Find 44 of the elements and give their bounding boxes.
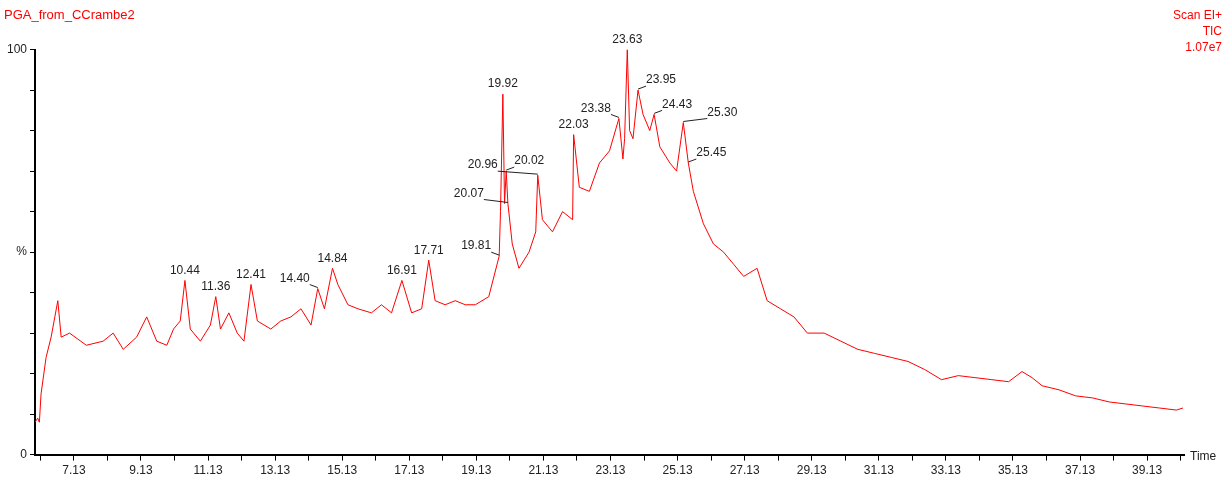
annotation: 17.71 bbox=[413, 242, 445, 257]
annotation: 20.07 bbox=[453, 185, 485, 200]
annotation: 25.30 bbox=[707, 104, 738, 119]
x-tick-label: 29.13 bbox=[796, 463, 828, 478]
annotation: 12.41 bbox=[235, 266, 267, 281]
x-tick-label: 9.13 bbox=[129, 463, 153, 478]
annotation: 20.96 bbox=[467, 157, 499, 172]
annotation: 14.40 bbox=[279, 270, 311, 285]
annotation: 14.84 bbox=[317, 250, 348, 265]
x-tick-label: 27.13 bbox=[729, 463, 760, 478]
annotation: 25.45 bbox=[696, 145, 727, 160]
annotation: 20.02 bbox=[514, 153, 545, 168]
text: Scan EI+ bbox=[1172, 8, 1222, 23]
text: 1.07e7 bbox=[1185, 40, 1223, 55]
annotation: 10.44 bbox=[169, 262, 201, 277]
x-tick-label: 23.13 bbox=[595, 463, 626, 478]
x-tick-label: 35.13 bbox=[997, 463, 1029, 478]
x-tick-label: 17.13 bbox=[394, 463, 425, 478]
y-tick-label: 100 bbox=[6, 41, 28, 56]
annotation: 22.03 bbox=[558, 116, 589, 131]
annotation: 23.63 bbox=[612, 31, 643, 46]
x-tick-label: 7.13 bbox=[62, 463, 86, 478]
x-tick-label: 33.13 bbox=[930, 463, 962, 478]
y-tick-label: 0 bbox=[20, 446, 28, 461]
x-tick-label: 19.13 bbox=[461, 463, 492, 478]
x-tick-label: 25.13 bbox=[662, 463, 693, 478]
x-tick-label: 37.13 bbox=[1065, 463, 1096, 478]
annotation: 11.36 bbox=[201, 278, 231, 293]
x-tick-label: 15.13 bbox=[327, 463, 358, 478]
x-tick-label: 11.13 bbox=[193, 463, 223, 478]
x-tick-label: 13.13 bbox=[260, 463, 291, 478]
x-tick-label: 21.13 bbox=[528, 463, 559, 478]
annotation: 23.38 bbox=[580, 100, 612, 115]
x-axis-title: Time bbox=[1190, 448, 1217, 463]
chart-title: PGA_from_CCrambe2 bbox=[4, 7, 135, 23]
x-tick-label: 39.13 bbox=[1132, 463, 1163, 478]
x-tick-label: 31.13 bbox=[863, 463, 895, 478]
annotation: 19.81 bbox=[461, 238, 492, 253]
annotation: 24.43 bbox=[662, 96, 693, 111]
annotation: 16.91 bbox=[386, 262, 418, 277]
y-tick-label: % bbox=[16, 244, 28, 259]
text: TIC bbox=[1202, 24, 1223, 39]
annotation: 19.92 bbox=[487, 76, 519, 91]
annotation: 23.95 bbox=[646, 72, 677, 87]
